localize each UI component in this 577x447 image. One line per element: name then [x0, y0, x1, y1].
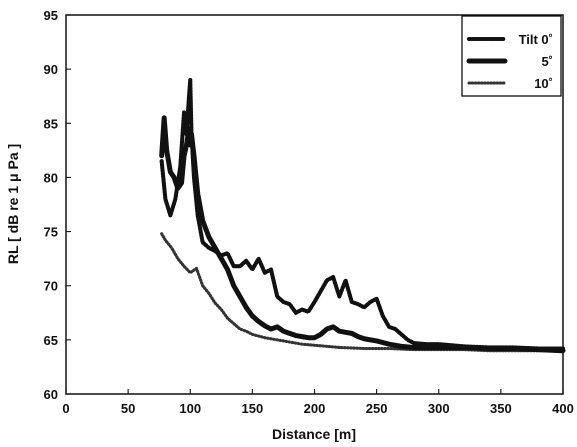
y-tick-label-5: 85	[44, 116, 58, 131]
y-tick-label-0: 60	[44, 387, 58, 402]
legend-label-1: 5˚	[541, 54, 553, 69]
x-axis-label: Distance [m]	[272, 426, 356, 442]
legend-items: Tilt 0˚ 5˚ 10˚	[466, 32, 553, 91]
x-tick-label-6: 300	[428, 401, 450, 416]
x-tick-label-7: 350	[490, 401, 512, 416]
legend-label-0: Tilt 0˚	[519, 32, 553, 47]
x-tick-label-4: 200	[304, 401, 326, 416]
y-tick-label-7: 95	[44, 8, 58, 23]
y-tick-label-3: 75	[44, 225, 58, 240]
x-tick-label-0: 0	[62, 401, 69, 416]
y-tick-label-4: 80	[44, 170, 58, 185]
series-line-0	[159, 77, 566, 351]
x-tick-label-5: 250	[366, 401, 388, 416]
x-tick-label-2: 100	[179, 401, 201, 416]
x-tick-label-1: 50	[121, 401, 135, 416]
y-tick-label-1: 65	[44, 333, 58, 348]
series-layer	[159, 77, 566, 354]
x-tick-label-3: 150	[242, 401, 264, 416]
legend: Tilt 0˚ 5˚ 10˚	[461, 15, 562, 97]
x-tick-label-8: 400	[552, 401, 574, 416]
series-line-1	[159, 115, 566, 354]
series-line-2	[160, 232, 565, 353]
legend-label-2: 10˚	[534, 76, 553, 91]
y-tick-label-2: 70	[44, 279, 58, 294]
y-tick-label-6: 90	[44, 62, 58, 77]
plot-frame	[65, 14, 564, 395]
y-axis-label: RL [ dB re 1 μ Pa ]	[5, 144, 21, 264]
